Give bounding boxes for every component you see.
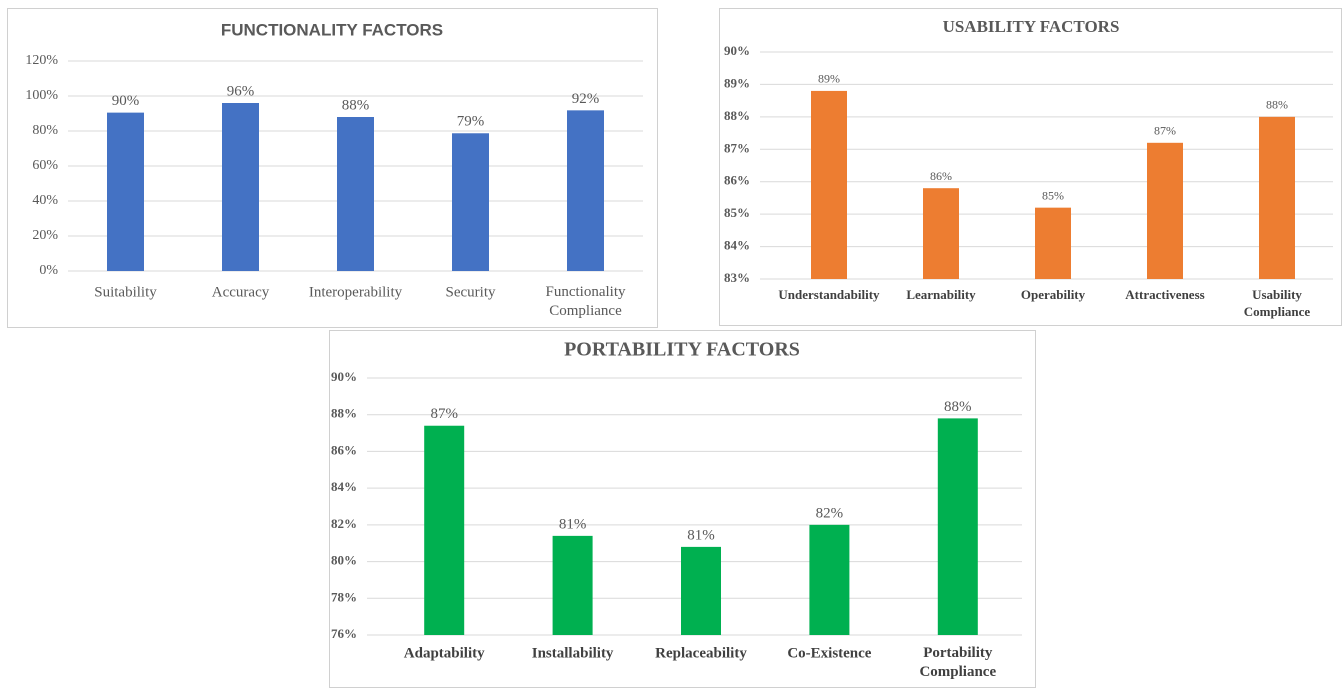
bar [811, 90, 847, 280]
bar [923, 188, 959, 279]
y-tick-label: 90% [724, 43, 750, 58]
bar [1147, 142, 1183, 279]
data-label: 87% [1154, 124, 1176, 138]
y-tick-label: 76% [331, 626, 357, 641]
x-tick-label: Functionality Compliance [546, 284, 626, 319]
y-tick-label: 0% [39, 263, 58, 278]
data-label: 90% [112, 93, 140, 109]
data-label: 86% [930, 169, 952, 183]
bar [567, 110, 604, 271]
data-label: 81% [687, 527, 715, 543]
y-tick-label: 80% [331, 553, 357, 568]
y-tick-label: 90% [331, 369, 357, 384]
bar [1259, 116, 1295, 279]
chart-frame [7, 8, 658, 328]
x-tick-label: Usability Compliance [1244, 287, 1311, 319]
y-tick-label: 60% [32, 158, 58, 173]
data-label: 88% [342, 97, 370, 113]
bar [681, 546, 721, 635]
data-label: 92% [572, 91, 600, 107]
y-tick-label: 84% [331, 479, 357, 494]
bar [107, 112, 144, 271]
x-tick-label: Attractiveness [1125, 287, 1204, 302]
y-tick-label: 85% [724, 205, 750, 220]
chart-title: FUNCTIONALITY FACTORS [221, 20, 443, 39]
bar [424, 425, 465, 635]
y-tick-label: 20% [32, 228, 58, 243]
x-tick-label: Co-Existence [787, 645, 871, 661]
bar [809, 524, 850, 635]
y-tick-label: 82% [331, 516, 357, 531]
x-tick-label: Replaceability [655, 645, 747, 661]
x-tick-label: Understandability [778, 287, 880, 302]
y-tick-label: 100% [25, 88, 58, 103]
chart-title: PORTABILITY FACTORS [564, 339, 800, 361]
bar [1035, 207, 1071, 279]
y-tick-label: 84% [724, 238, 750, 253]
data-label: 88% [944, 399, 972, 415]
y-tick-label: 78% [331, 589, 357, 604]
chart-title: USABILITY FACTORS [943, 17, 1120, 36]
x-tick-label: Operability [1021, 287, 1086, 302]
data-label: 87% [430, 406, 458, 422]
bar [222, 103, 259, 271]
y-tick-label: 88% [331, 406, 357, 421]
y-tick-label: 89% [724, 75, 750, 90]
x-tick-label: Learnability [906, 287, 976, 302]
data-label: 88% [1266, 98, 1288, 112]
y-tick-label: 88% [724, 108, 750, 123]
y-tick-label: 83% [724, 270, 750, 285]
x-tick-label: Installability [532, 645, 614, 661]
x-tick-label: Adaptability [404, 645, 485, 661]
bar [552, 535, 593, 635]
bar [337, 117, 374, 271]
y-tick-label: 87% [724, 140, 750, 155]
bar [937, 418, 978, 635]
x-tick-label: Accuracy [212, 284, 270, 300]
y-tick-label: 120% [25, 53, 58, 68]
bar [452, 133, 489, 271]
x-tick-label: Portability Compliance [919, 645, 996, 680]
data-label: 81% [559, 516, 587, 532]
data-label: 89% [818, 72, 840, 86]
y-tick-label: 40% [32, 193, 58, 208]
x-tick-label: Interoperability [309, 284, 403, 300]
x-tick-label: Suitability [94, 284, 157, 300]
data-label: 82% [816, 505, 844, 521]
data-label: 96% [227, 83, 255, 99]
y-tick-label: 86% [724, 173, 750, 188]
x-tick-label: Security [446, 284, 496, 300]
y-tick-label: 80% [32, 123, 58, 138]
data-label: 85% [1042, 188, 1064, 202]
y-tick-label: 86% [331, 442, 357, 457]
data-label: 79% [457, 114, 485, 130]
